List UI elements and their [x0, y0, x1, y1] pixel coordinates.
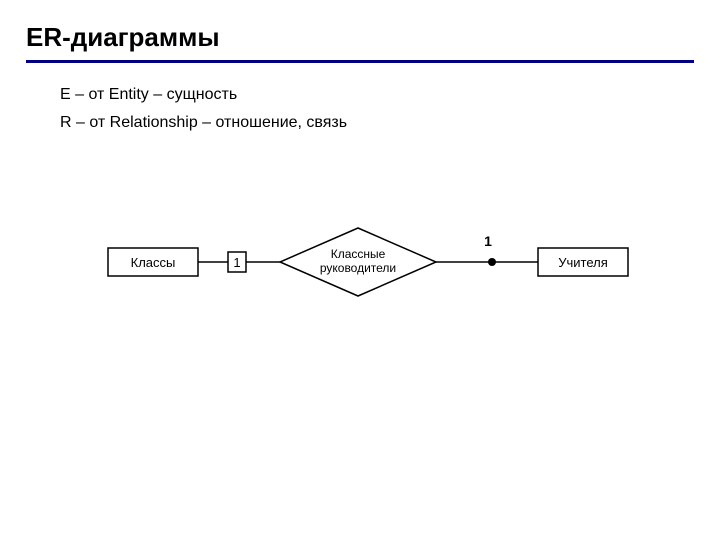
entity-teachers-label: Учителя — [558, 255, 608, 270]
cardinality-right-label: 1 — [484, 233, 492, 249]
er-diagram-svg: Классы Учителя 1 1 Классные руководители — [0, 0, 720, 540]
cardinality-right-dot — [488, 258, 496, 266]
entity-classes-label: Классы — [131, 255, 176, 270]
cardinality-left-label: 1 — [233, 255, 240, 270]
relationship-label-1: Классные — [331, 247, 386, 261]
relationship-label-2: руководители — [320, 261, 396, 275]
